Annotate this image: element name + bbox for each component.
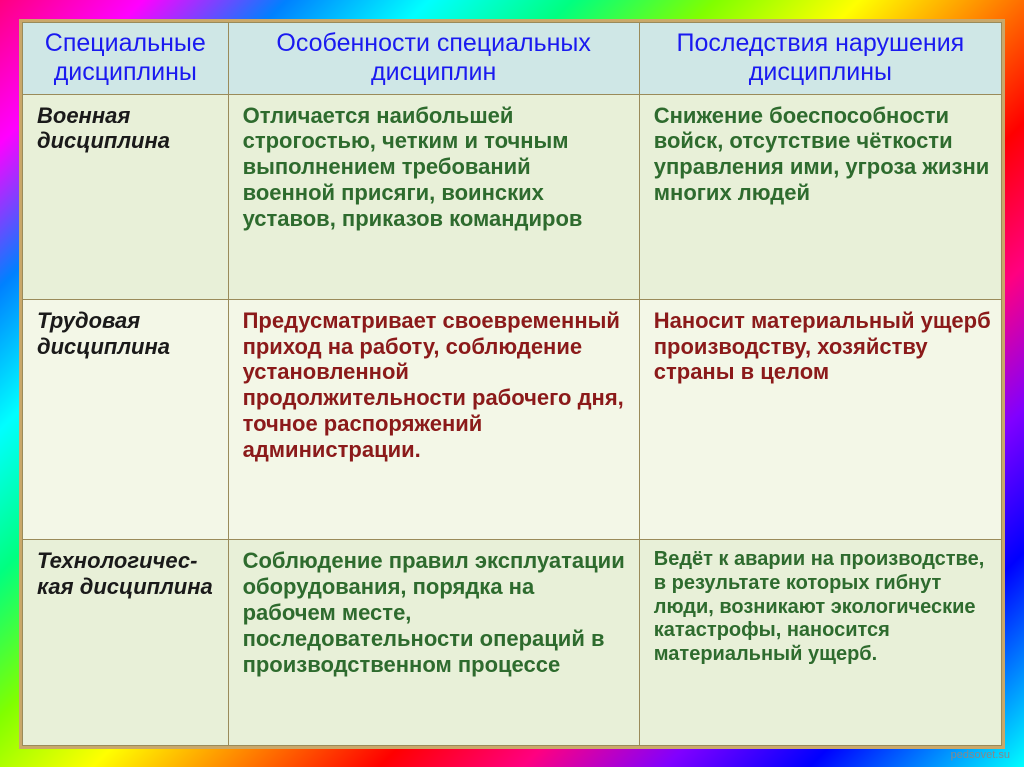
- feature-cell: Предусматривает своевременный приход на …: [243, 308, 629, 464]
- feature-cell: Соблюдение правил эксплуатации оборудова…: [243, 548, 629, 678]
- row-label: Трудовая дисциплина: [37, 308, 218, 360]
- table-row: Технологичес­кая дисциплина Соблюдение п…: [23, 540, 1002, 745]
- consequence-cell: Ведёт к аварии на производстве, в резуль…: [654, 548, 991, 666]
- table-row: Военная дисциплина Отличается наибольшей…: [23, 94, 1002, 299]
- row-label: Военная дисциплина: [37, 103, 218, 155]
- consequence-cell: Наносит материальный ущерб производству,…: [654, 308, 991, 386]
- consequence-cell: Снижение боеспособности войск, отсутстви…: [654, 103, 991, 207]
- disciplines-table: Специальные дисциплины Особенности специ…: [22, 22, 1002, 746]
- watermark: pedsovet.su: [951, 749, 1010, 761]
- header-row: Специальные дисциплины Особенности специ…: [23, 22, 1002, 94]
- row-label: Технологичес­кая дисциплина: [37, 548, 218, 600]
- slide-frame: Специальные дисциплины Особенности специ…: [19, 19, 1005, 749]
- header-col1: Специальные дисциплины: [23, 22, 229, 94]
- table-row: Трудовая дисциплина Предусматривает свое…: [23, 299, 1002, 540]
- header-col2: Особенности специальных дисциплин: [228, 22, 639, 94]
- header-col3: Последствия нарушения дисциплины: [639, 22, 1001, 94]
- feature-cell: Отличается наибольшей строгостью, четким…: [243, 103, 629, 233]
